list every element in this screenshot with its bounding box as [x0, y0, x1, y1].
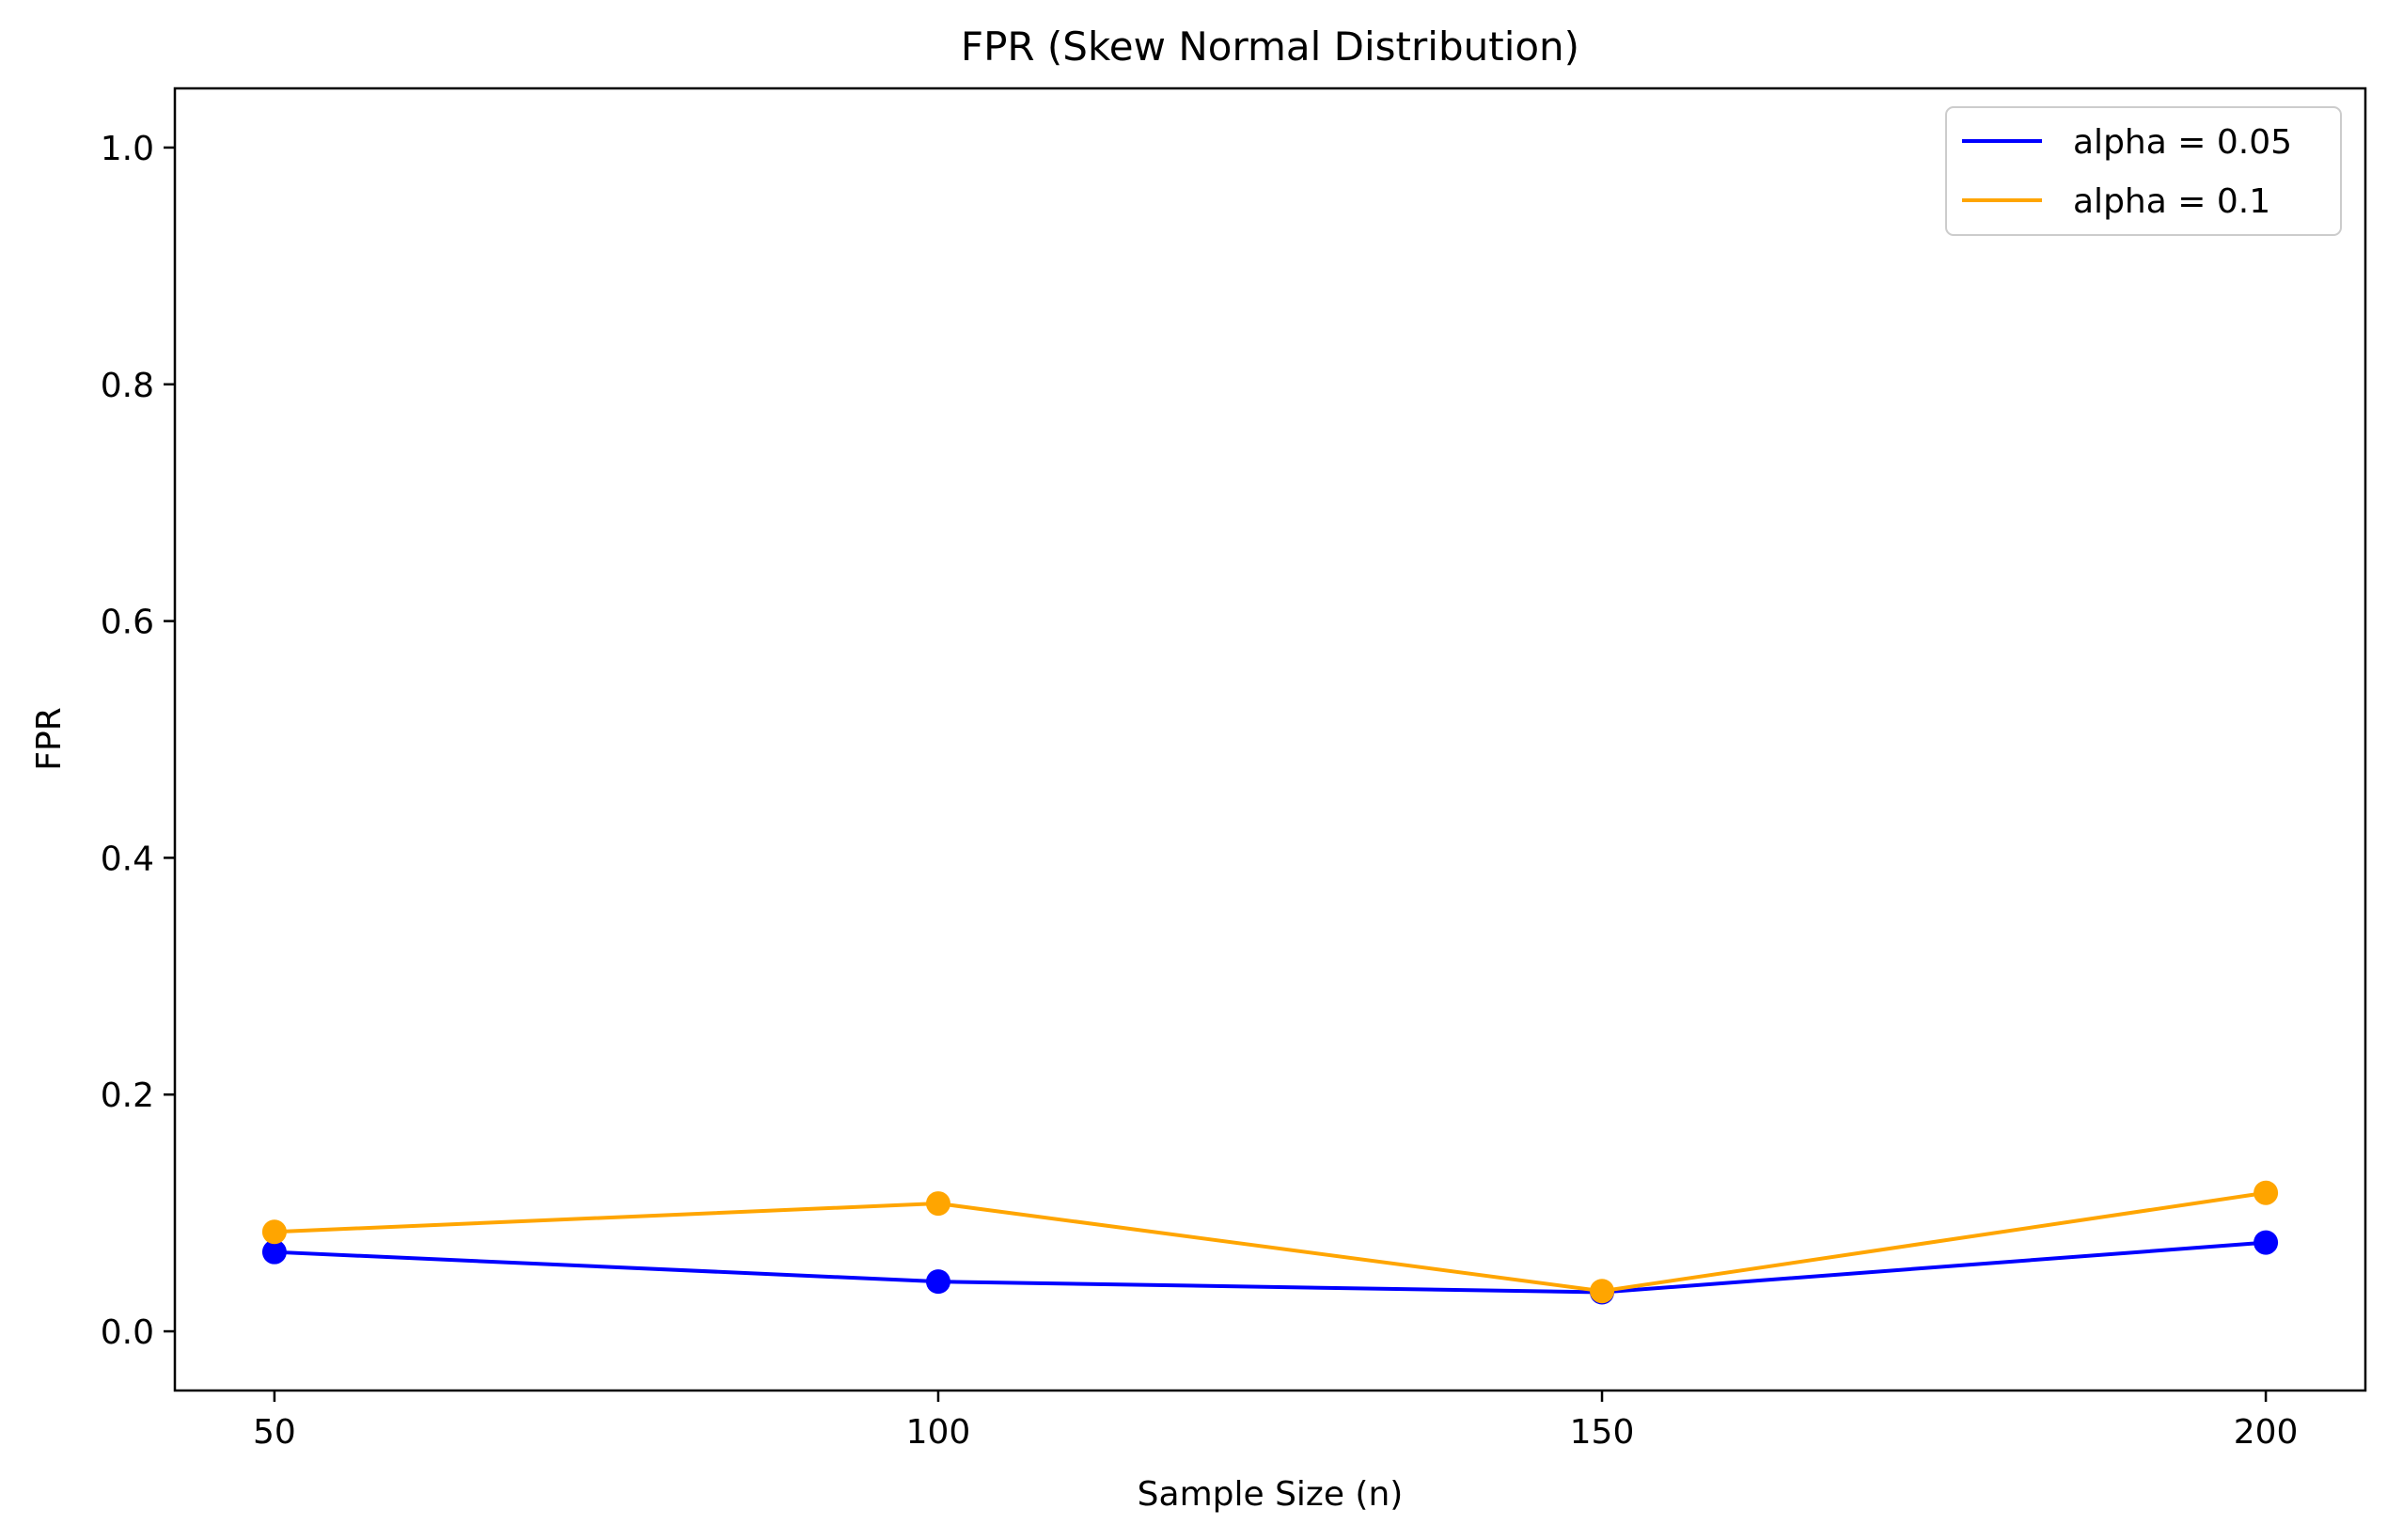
data-point-alpha-0-1	[261, 1219, 287, 1245]
legend-label: alpha = 0.1	[2073, 182, 2270, 221]
legend-label: alpha = 0.05	[2073, 123, 2292, 162]
data-point-alpha-0-05	[925, 1269, 950, 1295]
y-axis-label: FPR	[30, 707, 69, 770]
data-point-alpha-0-1	[925, 1191, 950, 1217]
legend-box	[1945, 106, 2342, 236]
x-tick-label: 200	[2234, 1413, 2299, 1452]
y-tick-label: 0.4	[101, 840, 154, 878]
x-tick-label: 150	[1570, 1413, 1635, 1452]
y-tick-label: 0.2	[101, 1076, 154, 1115]
series-line-alpha-0-1	[274, 1190, 2267, 1294]
series-layer	[261, 1180, 2279, 1305]
y-tick-label: 0.0	[101, 1313, 154, 1352]
y-tick-label: 0.8	[101, 367, 154, 405]
plot-area	[173, 86, 2367, 1392]
y-tick-label: 0.6	[101, 604, 154, 642]
x-axis: 50 100 150 200	[253, 1391, 2298, 1452]
data-point-alpha-0-05	[2254, 1230, 2279, 1255]
chart-title: FPR (Skew Normal Distribution)	[961, 24, 1579, 70]
data-point-alpha-0-05	[261, 1239, 287, 1265]
data-point-alpha-0-1	[2254, 1180, 2279, 1205]
legend: alpha = 0.05 alpha = 0.1	[1945, 106, 2342, 236]
y-axis: 0.0 0.2 0.4 0.6 0.8 1.0	[101, 130, 175, 1352]
series-line-alpha-0-05	[274, 1240, 2267, 1295]
y-tick-label: 1.0	[101, 130, 154, 168]
x-tick-label: 50	[253, 1413, 296, 1452]
data-point-alpha-0-1	[1590, 1279, 1615, 1304]
x-tick-label: 100	[906, 1413, 971, 1452]
x-axis-label: Sample Size (n)	[1138, 1475, 1404, 1514]
